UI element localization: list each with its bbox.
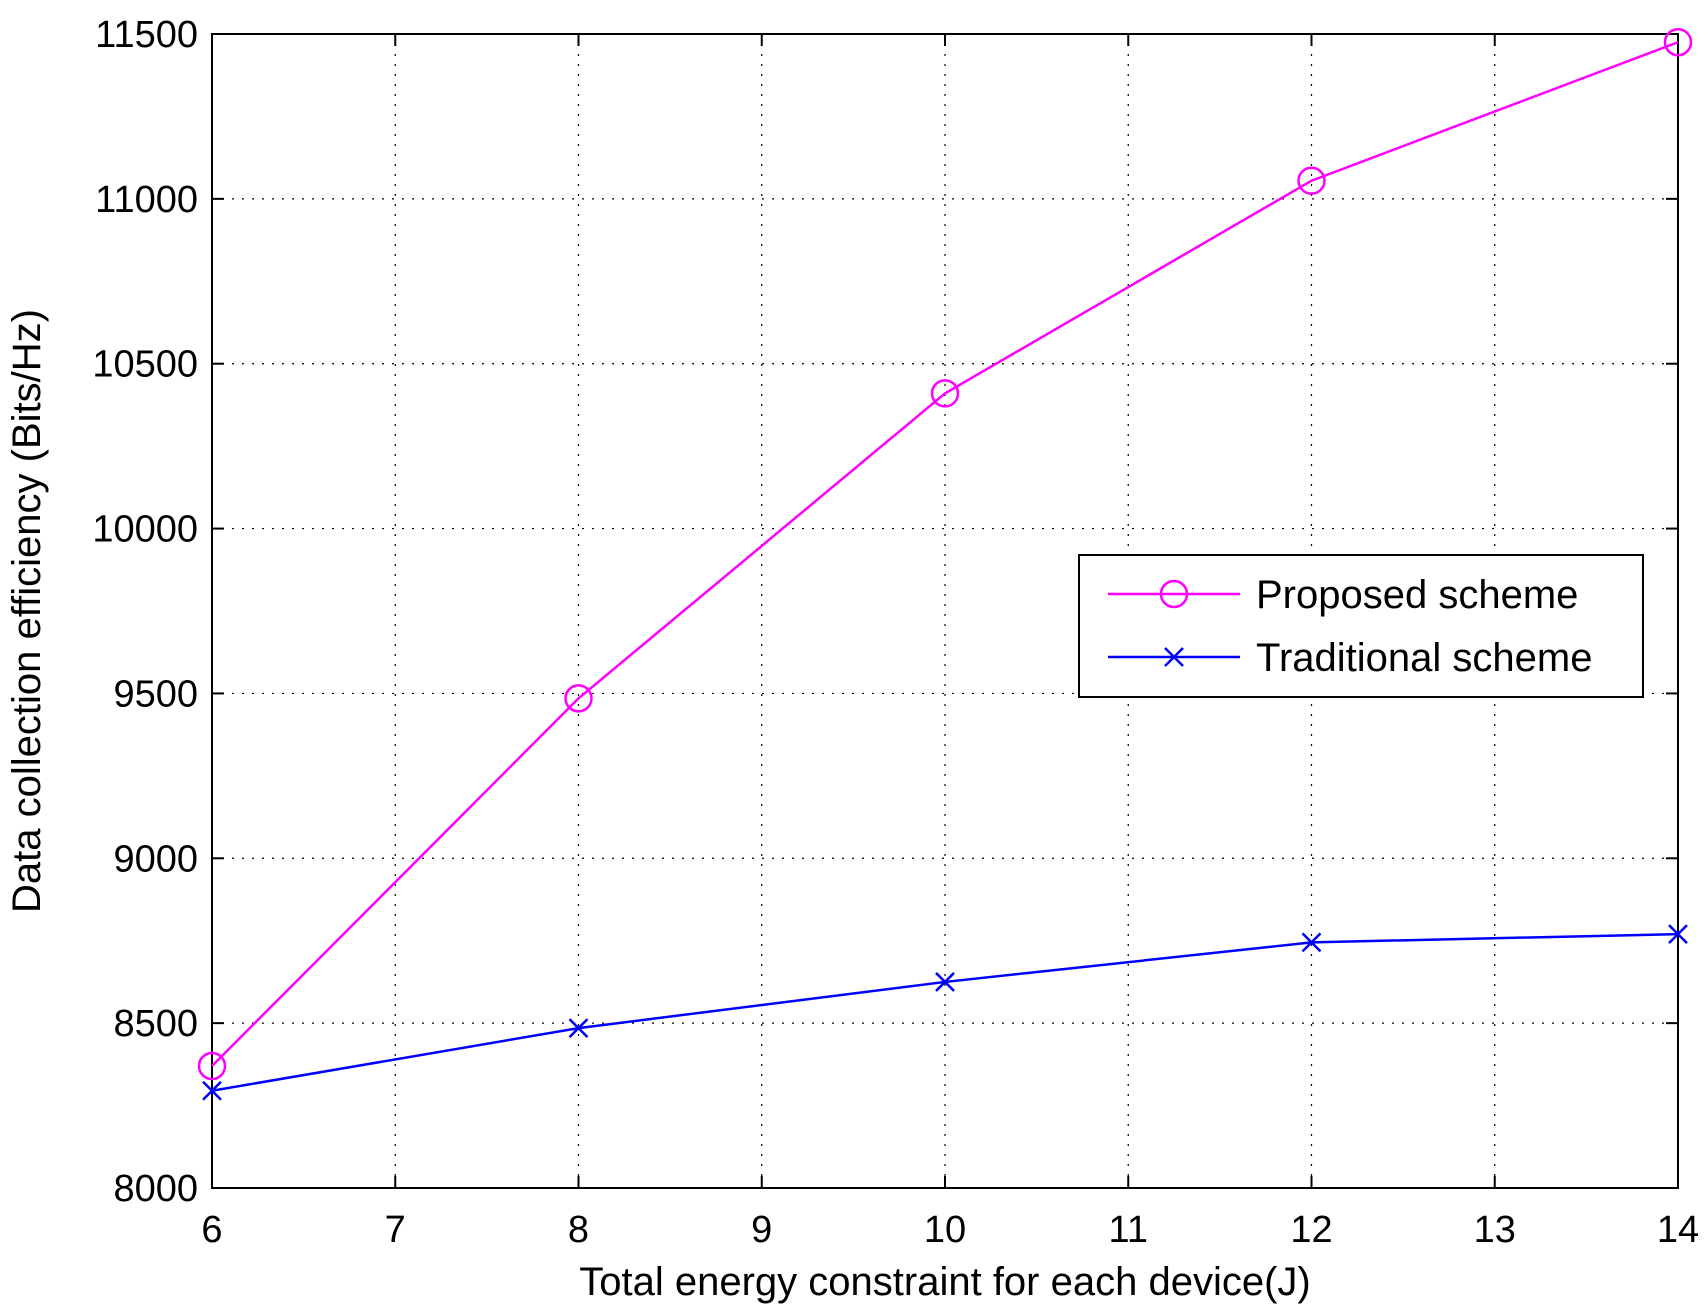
legend-box: [1078, 554, 1644, 698]
legend: Proposed scheme Traditional scheme: [1078, 554, 1644, 698]
traditional-scheme-line: [211, 932, 1679, 1092]
legend-proposed-circle-marker: [1159, 579, 1189, 609]
x-tick-label: 8: [568, 1209, 589, 1251]
x-tick-label: 14: [1657, 1209, 1699, 1251]
x-tick-label: 7: [385, 1209, 406, 1251]
x-tick-label: 11: [1109, 1209, 1148, 1251]
proposed-scheme-point: [1663, 27, 1693, 57]
x-tick-label: 6: [201, 1209, 222, 1251]
proposed-scheme-line: [211, 41, 1679, 1067]
traditional-scheme-point: [935, 972, 955, 992]
y-tick-label: 9000: [113, 838, 198, 880]
legend-traditional-label: Traditional scheme: [1256, 636, 1592, 680]
x-tick-label: 10: [924, 1209, 966, 1251]
y-axis-label: Data collection efficiency (Bits/Hz): [5, 309, 49, 913]
y-tick-label: 10500: [92, 344, 198, 386]
x-tick-label: 12: [1290, 1209, 1332, 1251]
y-tick-label: 8500: [113, 1003, 198, 1045]
y-tick-label: 11000: [95, 179, 198, 221]
y-axis-tick-labels: 8000 8500 9000 9500 10000 10500 11000 11500: [92, 14, 198, 1210]
traditional-scheme-point: [202, 1080, 222, 1101]
proposed-scheme-point: [564, 684, 593, 713]
traditional-scheme-point: [1668, 924, 1688, 945]
series-lines: [197, 27, 1693, 1101]
proposed-scheme-point: [197, 1051, 227, 1081]
axis-ticks: [211, 33, 1679, 1189]
x-tick-label: 13: [1474, 1209, 1516, 1251]
y-tick-label: 8000: [113, 1168, 198, 1210]
legend-proposed-label: Proposed scheme: [1256, 573, 1578, 617]
y-tick-label: 9500: [113, 673, 198, 715]
x-tick-label: 9: [751, 1209, 772, 1251]
traditional-scheme-point: [1301, 932, 1322, 953]
proposed-scheme-point: [930, 379, 960, 408]
y-tick-label: 10000: [92, 509, 198, 551]
proposed-scheme-point: [1297, 166, 1326, 195]
x-axis-label: Total energy constraint for each device(…: [579, 1260, 1310, 1304]
x-axis-tick-labels: 6 7 8 9 10 11 12 13 14: [201, 1209, 1699, 1251]
legend-traditional-x-marker: [1164, 647, 1184, 667]
y-tick-label: 11500: [95, 14, 198, 56]
traditional-scheme-point: [568, 1018, 589, 1038]
